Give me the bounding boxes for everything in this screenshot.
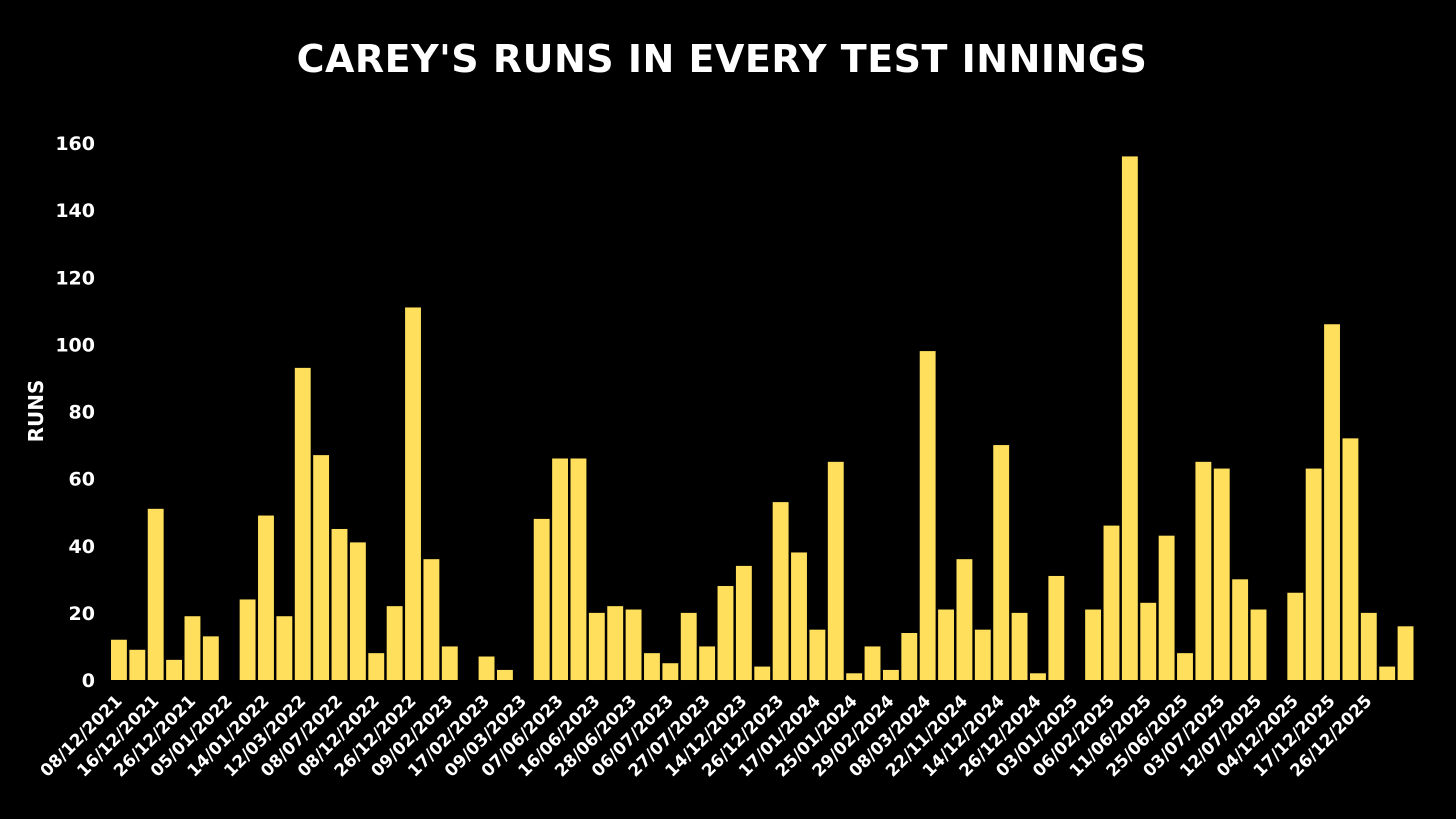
- bar: [607, 606, 624, 680]
- bar: [1011, 612, 1028, 681]
- bar: [202, 636, 219, 680]
- bar: [809, 629, 826, 680]
- bar: [368, 653, 385, 680]
- bar: [1397, 626, 1414, 680]
- bar: [1177, 653, 1193, 680]
- y-tick-label: 60: [69, 469, 95, 491]
- bar: [1121, 156, 1138, 680]
- bar: [1379, 666, 1396, 680]
- bar: [625, 609, 642, 680]
- bar: [772, 502, 789, 680]
- bar: [644, 653, 660, 680]
- bar: [717, 586, 734, 680]
- bar: [1195, 461, 1212, 680]
- bar: [313, 455, 330, 680]
- bars: [111, 156, 1414, 681]
- bar: [1085, 609, 1102, 680]
- bar: [1232, 579, 1249, 680]
- bar: [1030, 673, 1046, 680]
- bar: [699, 646, 716, 680]
- y-axis-label: RUNS: [24, 380, 48, 443]
- bar: [111, 639, 127, 680]
- bar: [919, 351, 936, 680]
- y-tick-label: 80: [69, 402, 95, 424]
- bar: [1324, 324, 1340, 680]
- bar: [349, 542, 366, 680]
- y-tick-label: 100: [55, 334, 95, 356]
- bar: [1048, 575, 1065, 680]
- bar: [827, 461, 844, 680]
- bar: [938, 609, 954, 680]
- bar: [258, 515, 274, 680]
- bar: [1287, 592, 1304, 680]
- bar: [974, 629, 991, 680]
- bar: [754, 666, 771, 680]
- bar: [166, 659, 183, 680]
- bar: [1140, 602, 1157, 680]
- bar: [496, 669, 513, 680]
- bar: [533, 518, 550, 680]
- bar: [129, 649, 146, 680]
- y-axis-ticks: 0 20 40 60 80 100 120 140 160: [55, 133, 95, 692]
- bar: [993, 445, 1010, 680]
- bar: [791, 552, 807, 680]
- bar: [864, 646, 881, 680]
- bar: [184, 616, 201, 680]
- y-tick-label: 120: [55, 267, 95, 289]
- y-tick-label: 40: [69, 536, 95, 558]
- bar: [662, 663, 679, 680]
- y-tick-label: 0: [82, 670, 95, 692]
- bar: [882, 669, 899, 680]
- bar: [239, 599, 256, 680]
- bar: [552, 458, 569, 680]
- bar: [1360, 612, 1377, 681]
- bar: [1103, 525, 1120, 680]
- chart-title: CAREY'S RUNS IN EVERY TEST INNINGS: [297, 37, 1148, 81]
- bar: [386, 606, 403, 680]
- bar: [441, 646, 458, 680]
- bar: [147, 508, 164, 680]
- y-tick-label: 160: [55, 133, 95, 155]
- bar: [478, 656, 495, 680]
- bar: [570, 458, 587, 680]
- bar: [956, 559, 973, 680]
- bar: [735, 565, 752, 680]
- bar: [405, 307, 421, 680]
- bar: [846, 673, 863, 680]
- bar: [1213, 468, 1230, 680]
- bar: [423, 559, 440, 680]
- y-tick-label: 20: [69, 603, 95, 625]
- bar: [588, 612, 605, 681]
- y-tick-label: 140: [55, 200, 95, 222]
- bar: [901, 633, 918, 680]
- bar: [1158, 535, 1175, 680]
- bar: [1250, 609, 1267, 680]
- bar: [331, 528, 348, 680]
- bar: [1342, 438, 1359, 680]
- bar: [680, 612, 697, 681]
- bar: [1305, 468, 1322, 680]
- bar: [276, 616, 293, 680]
- bar: [294, 367, 311, 680]
